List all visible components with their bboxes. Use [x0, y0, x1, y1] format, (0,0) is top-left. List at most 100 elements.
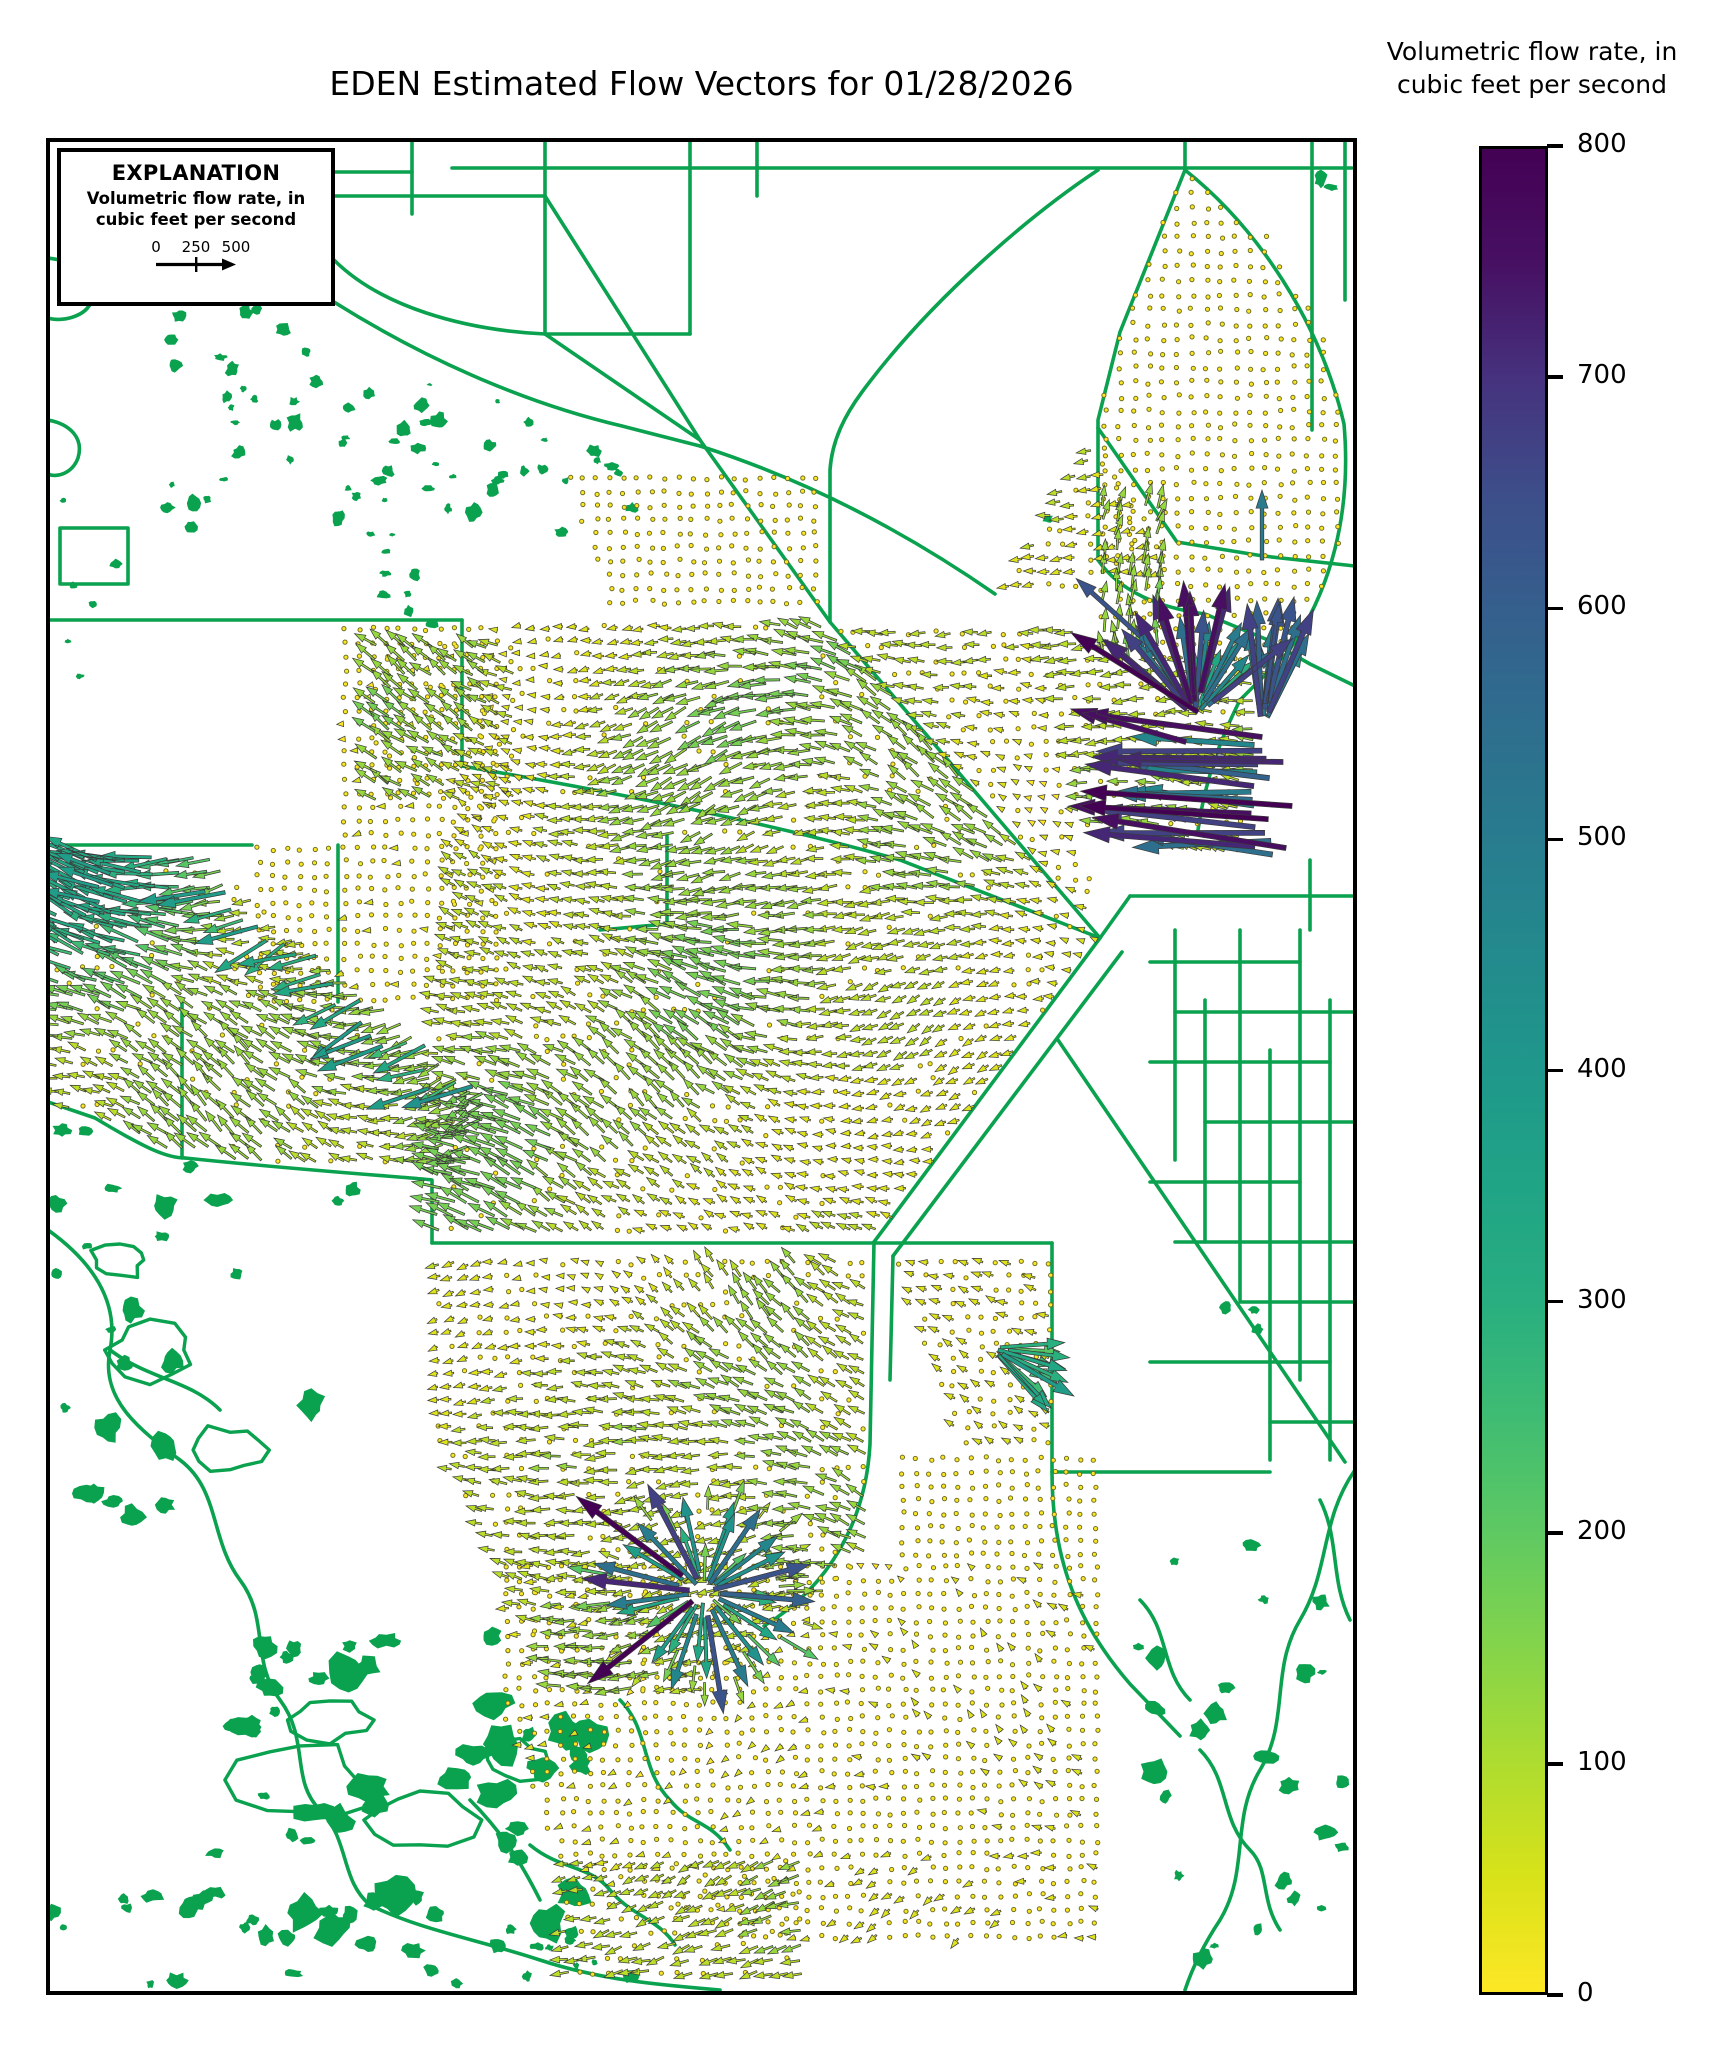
- wetland-blob: [286, 413, 303, 432]
- canal-path: [1183, 168, 1348, 702]
- wetland-blob: [269, 419, 282, 431]
- wetland-blob: [389, 533, 396, 537]
- wetland-blob: [214, 353, 228, 361]
- lake-outline: [89, 1242, 146, 1280]
- wetland-blob: [289, 396, 301, 406]
- canal-path: [1318, 1498, 1352, 1622]
- wetland-blob: [1192, 1948, 1213, 1970]
- wetland-blob: [376, 590, 391, 599]
- wetland-blob: [1189, 1718, 1211, 1741]
- wetland-blob: [51, 1268, 62, 1279]
- wetland-blob: [625, 502, 639, 513]
- wetland-blob: [239, 1921, 251, 1934]
- wetland-blob: [521, 1970, 532, 1982]
- wetland-blob: [437, 1767, 472, 1790]
- wetland-blob: [483, 1626, 502, 1646]
- wetland-blob: [285, 1827, 299, 1843]
- wetland-blob: [191, 1890, 214, 1905]
- wetland-blob: [48, 1195, 68, 1213]
- wetland-blob: [1217, 1682, 1236, 1694]
- wetland-blob: [363, 1892, 384, 1911]
- wetland-blob: [455, 1744, 493, 1766]
- canal-path: [1098, 894, 1132, 940]
- wetland-blob: [331, 1195, 345, 1206]
- wetland-blob: [342, 1905, 358, 1924]
- flow-arrows: [705, 577, 1297, 1715]
- wetland-blob: [154, 1231, 170, 1242]
- wetland-blob: [277, 1929, 296, 1947]
- colorbar-tick-label: 500: [1577, 822, 1627, 853]
- wetland-blob: [526, 1757, 560, 1783]
- wetland-blob: [1316, 1905, 1327, 1912]
- colorbar-tick-label: 300: [1577, 1284, 1627, 1315]
- wetland-blob: [1336, 1775, 1350, 1789]
- colorbar-tick: [1547, 1068, 1563, 1073]
- wetland-blob: [222, 1718, 236, 1732]
- wetland-blob: [344, 485, 352, 491]
- wetland-blob: [497, 470, 509, 479]
- lake-outline: [285, 1699, 376, 1746]
- colorbar-title-line1: Volumetric flow rate, in: [1386, 37, 1678, 66]
- wetland-blob: [169, 359, 184, 373]
- wetland-blob: [537, 464, 549, 475]
- canal-path: [891, 950, 1124, 1258]
- wetland-blob: [154, 1194, 178, 1220]
- wetland-blob: [529, 1942, 544, 1951]
- flow-arrows: [333, 471, 1158, 1950]
- canal-path: [828, 168, 1100, 624]
- wetland-blob: [172, 310, 187, 322]
- wetland-blob: [421, 485, 435, 492]
- wetland-blob: [409, 568, 421, 582]
- canal-path: [1198, 1748, 1282, 1932]
- wetland-blob: [444, 503, 452, 515]
- canal-path: [698, 444, 997, 596]
- canal-path: [888, 1254, 895, 1382]
- canal-path: [368, 1903, 722, 1992]
- wetland-blob: [1219, 1301, 1231, 1315]
- wetland-blob: [203, 495, 211, 504]
- wetland-blob: [448, 473, 457, 479]
- wetland-blob: [407, 1888, 424, 1906]
- colorbar-tick-label: 0: [1577, 1978, 1594, 2008]
- wetland-blob: [245, 1914, 260, 1926]
- wetland-blob: [1145, 1645, 1168, 1671]
- wetland-blob: [205, 1848, 224, 1859]
- wetland-blob: [1169, 1557, 1180, 1566]
- canal-path: [1138, 1598, 1192, 1702]
- canal-path: [1056, 1038, 1347, 1464]
- figure-title: EDEN Estimated Flow Vectors for 01/28/20…: [329, 64, 1074, 103]
- colorbar-tick-label: 100: [1577, 1746, 1627, 1777]
- explanation-scale: 0 250 500: [151, 238, 250, 273]
- wetland-blob: [69, 581, 78, 589]
- wetland-blob: [351, 492, 362, 502]
- wetland-blob: [1145, 1700, 1166, 1716]
- wetland-blob: [529, 1903, 566, 1944]
- wetland-blob: [227, 404, 235, 411]
- explanation-heading: EXPLANATION: [111, 161, 281, 185]
- wetland-blob: [1286, 1890, 1301, 1907]
- scale-tick-250: 250: [182, 238, 211, 256]
- wetland-blob: [222, 390, 233, 404]
- explanation-box: EXPLANATION Volumetric flow rate, in cub…: [57, 148, 335, 306]
- wetland-blob: [586, 444, 602, 458]
- flow-arrows: [48, 649, 1254, 1656]
- wetland-blob: [150, 1430, 177, 1461]
- wetland-blob: [109, 558, 123, 569]
- wetland-blob: [242, 1714, 262, 1738]
- wetland-blob: [520, 465, 530, 477]
- wetland-blob: [301, 347, 311, 357]
- wetland-blob: [561, 477, 569, 485]
- wetland-blob: [379, 570, 392, 577]
- wetland-blob: [464, 502, 483, 522]
- wetland-blob: [495, 1831, 517, 1854]
- wetland-blob: [338, 438, 348, 447]
- colorbar-tick: [1547, 375, 1563, 379]
- wetland-blob: [1247, 1306, 1260, 1314]
- flow-arrows: [48, 447, 1255, 1980]
- wetland-blob: [1132, 1642, 1144, 1651]
- wetland-blob: [413, 397, 430, 414]
- wetland-blob: [59, 1924, 67, 1931]
- wetland-blob: [1203, 1701, 1227, 1725]
- wetland-blob: [255, 1678, 284, 1697]
